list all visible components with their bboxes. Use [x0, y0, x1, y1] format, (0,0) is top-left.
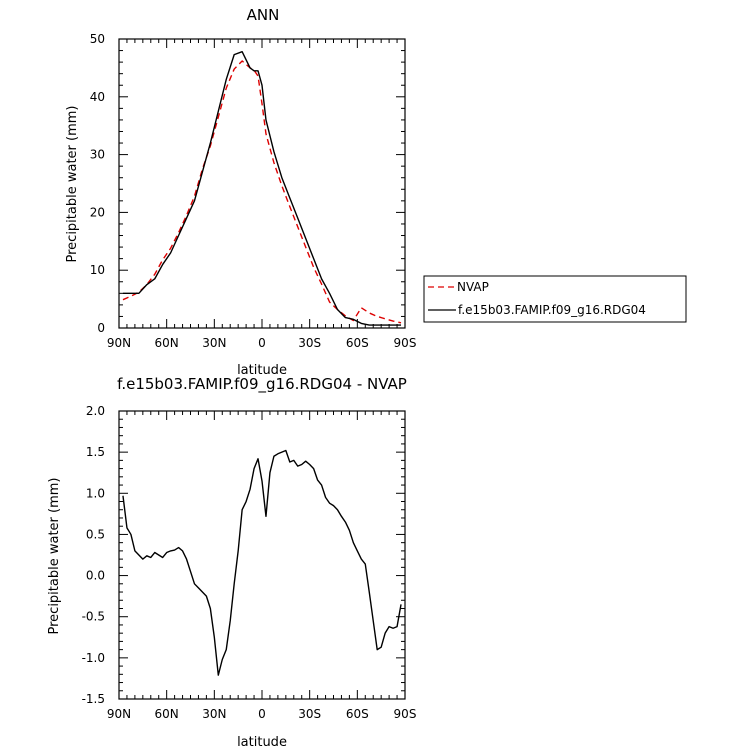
legend-label-model: f.e15b03.FAMIP.f09_g16.RDG04 — [458, 303, 646, 317]
bottom-x-tick-label: 60N — [155, 707, 179, 721]
top-chart-title: ANN — [247, 6, 280, 24]
bottom-series-group — [122, 449, 402, 676]
bottom-x-axis-label: latitude — [237, 735, 287, 750]
bottom-x-tick-label: 60S — [346, 707, 369, 721]
bottom-x-tick-label: 30S — [298, 707, 321, 721]
top-y-tick-label: 10 — [90, 263, 105, 277]
top-y-tick-label: 50 — [90, 32, 105, 46]
bottom-chart-title: f.e15b03.FAMIP.f09_g16.RDG04 - NVAP — [117, 375, 407, 394]
top-series-line-2 — [122, 51, 402, 326]
legend-box — [423, 275, 687, 323]
top-x-tick-label: 30N — [202, 336, 226, 350]
bottom-plot-panel: f.e15b03.FAMIP.f09_g16.RDG04 - NVAP Prec… — [47, 375, 416, 750]
top-series-line-1 — [122, 60, 402, 324]
bottom-y-tick-label: 0.0 — [86, 569, 105, 583]
top-x-tick-label: 60N — [155, 336, 179, 350]
bottom-y-tick-label: 2.0 — [86, 404, 105, 418]
legend: NVAP f.e15b03.FAMIP.f09_g16.RDG04 — [423, 275, 687, 323]
top-x-tick-label: 0 — [258, 336, 266, 350]
top-plot-frame — [118, 38, 406, 329]
top-y-tick-label: 30 — [90, 148, 105, 162]
bottom-x-tick-label: 0 — [258, 707, 266, 721]
bottom-x-tick-label: 90S — [394, 707, 417, 721]
bottom-x-tick-label: 30N — [202, 707, 226, 721]
top-y-tick-label: 40 — [90, 90, 105, 104]
bottom-y-axis-label: Precipitable water (mm) — [47, 478, 62, 635]
bottom-y-tick-label: 1.0 — [86, 486, 105, 500]
bottom-y-tick-label: -1.5 — [82, 692, 105, 706]
bottom-series-line-1 — [122, 449, 402, 676]
top-y-tick-label: 20 — [90, 205, 105, 219]
bottom-axis-ticks: 90N 60N 30N 0 30S 60S 90S -1.5 -1.0 -0.5 0.0 0.5 1.0… — [82, 404, 417, 721]
top-x-tick-label: 30S — [298, 336, 321, 350]
top-y-axis-label: Precipitable water (mm) — [65, 106, 80, 263]
bottom-x-tick-label: 90N — [107, 707, 131, 721]
top-axis-ticks: 90N 60N 30N 0 30S 60S 90S 0 10 20 30 40 50 — [90, 32, 417, 350]
bottom-plot-frame — [118, 410, 406, 700]
top-x-axis-label: latitude — [237, 363, 287, 378]
top-x-tick-label: 90S — [394, 336, 417, 350]
top-y-tick-label: 0 — [97, 321, 105, 335]
legend-label-nvap: NVAP — [457, 280, 489, 294]
top-series-group — [122, 51, 402, 326]
bottom-y-tick-label: -1.0 — [82, 651, 105, 665]
bottom-y-tick-label: 0.5 — [86, 527, 105, 541]
bottom-y-tick-label: 1.5 — [86, 445, 105, 459]
top-x-tick-label: 90N — [107, 336, 131, 350]
top-x-tick-label: 60S — [346, 336, 369, 350]
bottom-y-tick-label: -0.5 — [82, 610, 105, 624]
top-plot-panel: ANN Precipitable water (mm) latitude 90N… — [65, 6, 416, 378]
